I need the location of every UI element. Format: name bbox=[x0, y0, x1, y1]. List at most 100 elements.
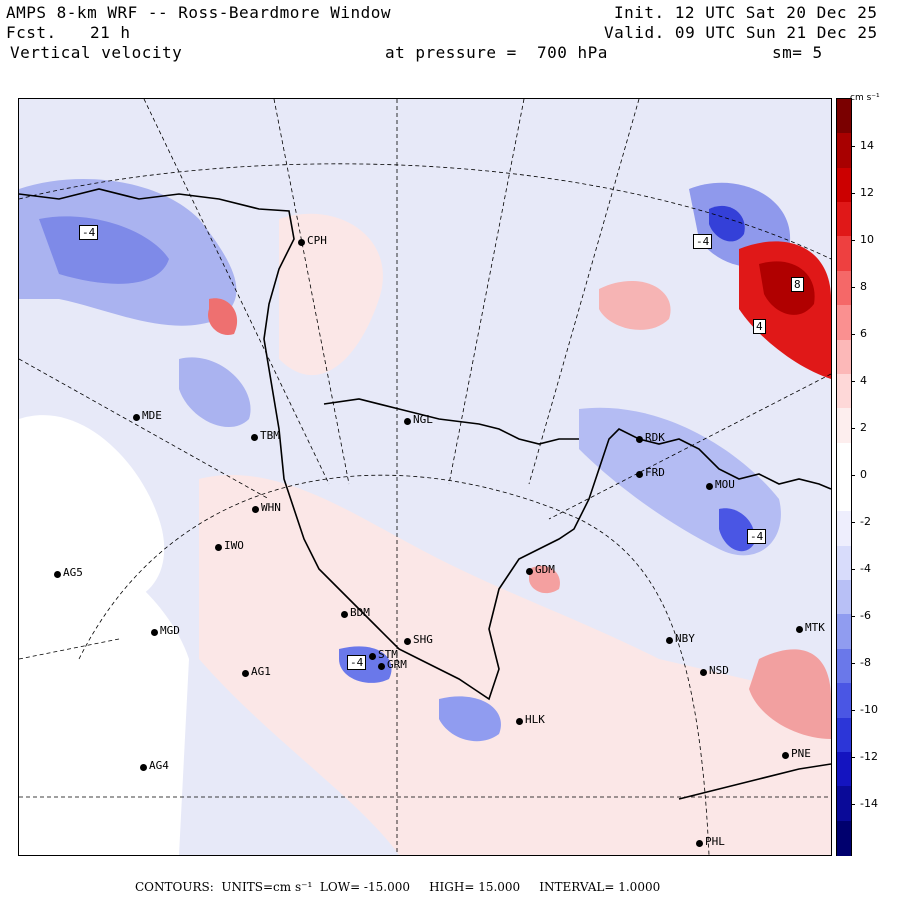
station-label-tbm: TBM bbox=[260, 429, 280, 442]
colorbar-segment bbox=[837, 99, 851, 135]
station-label-stm: STM bbox=[378, 648, 398, 661]
colorbar-tick bbox=[851, 475, 855, 476]
colorbar-tick-label: 12 bbox=[860, 186, 874, 199]
init-time: Init. 12 UTC Sat 20 Dec 25 bbox=[614, 3, 878, 22]
station-label-ag1: AG1 bbox=[251, 665, 271, 678]
colorbar-tick bbox=[851, 381, 855, 382]
station-label-whn: WHN bbox=[261, 501, 281, 514]
station-marker-hlk bbox=[516, 718, 523, 725]
station-marker-frd bbox=[636, 471, 643, 478]
colorbar-tick bbox=[851, 428, 855, 429]
station-marker-gdm bbox=[526, 568, 533, 575]
contour-label-south: -4 bbox=[347, 655, 367, 670]
station-marker-nby bbox=[666, 637, 673, 644]
model-title: AMPS 8-km WRF -- Ross-Beardmore Window bbox=[6, 3, 392, 22]
colorbar-tick bbox=[851, 710, 855, 711]
station-marker-phl bbox=[696, 840, 703, 847]
colorbar-segment bbox=[837, 305, 851, 341]
white-region-sw bbox=[19, 519, 189, 855]
colorbar-segment bbox=[837, 648, 851, 685]
colorbar-tick-label: 2 bbox=[860, 421, 867, 434]
colorbar-tick bbox=[851, 804, 855, 805]
station-label-iwo: IWO bbox=[224, 539, 244, 552]
colorbar-tick-label: -10 bbox=[860, 703, 878, 716]
station-label-shg: SHG bbox=[413, 633, 433, 646]
station-marker-stm bbox=[369, 653, 376, 660]
station-marker-mde bbox=[133, 414, 140, 421]
colorbar-segment bbox=[837, 717, 851, 753]
red-core-ne bbox=[759, 261, 815, 315]
station-label-rdk: RDK bbox=[645, 431, 665, 444]
station-label-frd: FRD bbox=[645, 466, 665, 479]
colorbar-segment bbox=[837, 339, 851, 375]
colorbar-tick-label: -2 bbox=[860, 515, 871, 528]
station-marker-whn bbox=[252, 506, 259, 513]
colorbar-segment bbox=[837, 580, 851, 616]
contour-label-nw: -4 bbox=[79, 225, 99, 240]
station-label-nby: NBY bbox=[675, 632, 695, 645]
valid-time: Valid. 09 UTC Sun 21 Dec 25 bbox=[604, 23, 878, 42]
footer-high: HIGH= 15.000 bbox=[429, 880, 521, 894]
colorbar-segment bbox=[837, 133, 851, 169]
station-marker-mou bbox=[706, 483, 713, 490]
contour-label-ne-high-a: 8 bbox=[791, 277, 804, 292]
field-name: Vertical velocity bbox=[10, 43, 183, 62]
blue-core-nw bbox=[39, 216, 169, 284]
station-label-grm: GRM bbox=[387, 658, 407, 671]
colorbar-tick-label: -14 bbox=[860, 797, 878, 810]
colorbar-tick bbox=[851, 663, 855, 664]
colorbar-segment bbox=[837, 477, 851, 513]
pressure-level: at pressure = 700 hPa bbox=[385, 43, 608, 62]
station-marker-grm bbox=[378, 663, 385, 670]
station-marker-iwo bbox=[215, 544, 222, 551]
pink-patch-se bbox=[749, 649, 831, 739]
pink-patch-east bbox=[599, 280, 671, 330]
station-marker-nsd bbox=[700, 669, 707, 676]
colorbar-tick bbox=[851, 569, 855, 570]
station-label-bdm: BDM bbox=[350, 606, 370, 619]
station-marker-ag4 bbox=[140, 764, 147, 771]
station-label-ngl: NGL bbox=[413, 413, 433, 426]
colorbar-tick bbox=[851, 287, 855, 288]
colorbar-segment bbox=[837, 683, 851, 719]
station-marker-ag5 bbox=[54, 571, 61, 578]
pink-region-south bbox=[199, 475, 831, 855]
station-marker-bdm bbox=[341, 611, 348, 618]
station-marker-tbm bbox=[251, 434, 258, 441]
contour-label-east: -4 bbox=[747, 529, 767, 544]
colorbar-segment bbox=[837, 442, 851, 478]
colorbar-tick-label: 0 bbox=[860, 468, 867, 481]
contour-label-ne-high-b: 4 bbox=[753, 319, 766, 334]
colorbar-tick-label: -8 bbox=[860, 656, 871, 669]
colorbar-segment bbox=[837, 545, 851, 582]
blue-core-east bbox=[719, 508, 755, 552]
colorbar-tick-label: -4 bbox=[860, 562, 871, 575]
colorbar-segment bbox=[837, 167, 851, 204]
colorbar-tick bbox=[851, 522, 855, 523]
colorbar-segment bbox=[837, 202, 851, 238]
footer-contours-label: CONTOURS: bbox=[135, 880, 214, 894]
colorbar-segment bbox=[837, 614, 851, 650]
station-label-hlk: HLK bbox=[525, 713, 545, 726]
station-label-ag5: AG5 bbox=[63, 566, 83, 579]
colorbar-tick bbox=[851, 757, 855, 758]
contour-label-ne-low: -4 bbox=[693, 234, 713, 249]
colorbar-segment bbox=[837, 511, 851, 547]
pink-region-north bbox=[279, 213, 383, 376]
station-label-mgd: MGD bbox=[160, 624, 180, 637]
map-panel: -4 -4 8 4 -4 -4 CPH NGL MDE TBM WHN IWO AG5 MGD… bbox=[18, 98, 832, 856]
station-marker-mgd bbox=[151, 629, 158, 636]
colorbar-tick-label: 4 bbox=[860, 374, 867, 387]
colorbar-segment bbox=[837, 408, 851, 444]
footer-low: LOW= -15.000 bbox=[319, 880, 410, 894]
station-marker-shg bbox=[404, 638, 411, 645]
footer-units: UNITS=cm s⁻¹ bbox=[221, 880, 313, 894]
colorbar-tick bbox=[851, 146, 855, 147]
station-label-phl: PHL bbox=[705, 835, 725, 848]
station-label-nsd: NSD bbox=[709, 664, 729, 677]
colorbar-tick bbox=[851, 240, 855, 241]
colorbar-tick-label: 14 bbox=[860, 139, 874, 152]
colorbar-segment bbox=[837, 270, 851, 307]
station-label-mou: MOU bbox=[715, 478, 735, 491]
station-label-cph: CPH bbox=[307, 234, 327, 247]
